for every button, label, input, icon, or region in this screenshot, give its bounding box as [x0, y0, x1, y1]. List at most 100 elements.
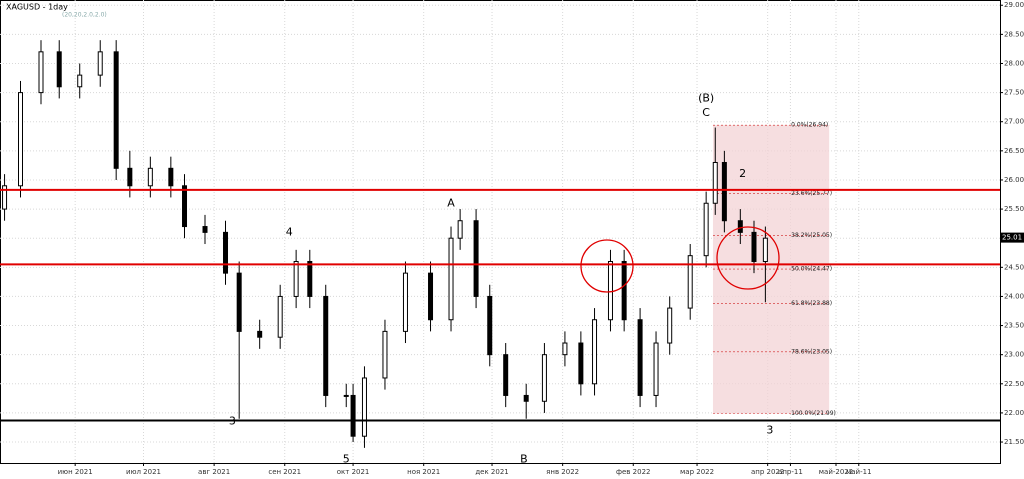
candle-body	[737, 220, 743, 233]
candle-body	[637, 319, 643, 396]
candle-body	[350, 394, 356, 437]
candle-body	[523, 394, 529, 402]
highlight-circle	[580, 239, 634, 293]
candle-body	[18, 92, 24, 187]
fib-label: 0.0%(26.94)	[791, 122, 828, 129]
x-tick-label: янв 2022	[546, 468, 579, 476]
candle-body	[77, 74, 83, 88]
x-tick-label: июл 2021	[126, 468, 161, 476]
candle-body	[703, 202, 709, 257]
highlight-circle	[716, 226, 780, 290]
chart-subtitle: (20,20,2.0,2.0)	[62, 12, 107, 19]
wave-label: 4	[286, 225, 293, 238]
candle-body	[751, 231, 757, 262]
plot-frame	[0, 0, 1001, 464]
y-tick-label: 26.50	[1004, 147, 1024, 155]
x-tick-label: фев 2022	[616, 468, 650, 476]
x-tick-label: ноя 2021	[407, 468, 440, 476]
x-tick-label: сен 2021	[268, 468, 301, 476]
x-tick-label: дек 2021	[475, 468, 508, 476]
candle-body	[457, 220, 463, 239]
candle-body	[473, 220, 479, 297]
candle-body	[361, 377, 367, 437]
candle-body	[307, 260, 313, 297]
wave-label: 2	[739, 167, 746, 180]
x-tick-label: июн 2021	[58, 468, 93, 476]
y-tick-label: 23.50	[1004, 322, 1024, 330]
candle-body	[762, 237, 768, 262]
y-tick-label: 24.00	[1004, 292, 1024, 300]
wave-label: 5	[343, 453, 350, 466]
candle-body	[168, 167, 174, 187]
candle-body	[592, 319, 598, 385]
price-tag	[1000, 232, 1024, 243]
candle-body	[323, 295, 329, 396]
candle-body	[182, 185, 188, 228]
x-tick-label: окт 2021	[337, 468, 370, 476]
candle-body	[223, 231, 229, 274]
fib-label: 38.2%(25.05)	[791, 232, 832, 239]
candle-body	[621, 260, 627, 321]
candle-body	[202, 226, 208, 233]
y-tick-label: 24.50	[1004, 263, 1024, 271]
chart-title: XAGUSD - 1day	[6, 3, 68, 12]
price-tag-label: 25.01	[1002, 234, 1022, 242]
y-tick-label: 29.00	[1004, 1, 1024, 9]
candle-body	[448, 237, 454, 321]
y-tick-label: 25.50	[1004, 205, 1024, 213]
candle-body	[127, 167, 133, 187]
candle-body	[97, 51, 103, 76]
wave-label: 3	[766, 423, 773, 436]
candle-body	[687, 255, 693, 309]
y-tick-label: 26.00	[1004, 176, 1024, 184]
candle-body	[236, 272, 242, 332]
candle-body	[721, 161, 727, 222]
wave-label: B	[520, 453, 528, 466]
candle-body	[2, 185, 8, 210]
candle-body	[277, 295, 283, 338]
candle-body	[428, 272, 434, 321]
wave-label: C	[702, 106, 710, 119]
x-tick-label: апр-11	[778, 468, 803, 476]
x-tick-label: мар 2022	[680, 468, 714, 476]
candle-body	[487, 295, 493, 356]
candle-body	[257, 330, 263, 338]
y-tick-label: 27.00	[1004, 118, 1024, 126]
y-tick-label: 21.50	[1004, 438, 1024, 446]
wave-label: (B)	[698, 91, 714, 104]
x-tick-label: авг 2021	[198, 468, 230, 476]
candle-body	[653, 342, 659, 396]
candle-body	[382, 330, 388, 379]
candle-body	[562, 342, 568, 356]
x-tick-label: апр 2022	[751, 468, 784, 476]
candle-body	[113, 51, 119, 169]
candle-body	[503, 354, 509, 396]
y-tick-label: 23.00	[1004, 351, 1024, 359]
y-tick-label: 27.50	[1004, 89, 1024, 97]
fib-label: 78.6%(23.05)	[791, 348, 832, 355]
y-tick-label: 22.50	[1004, 380, 1024, 388]
fib-label: 23.6%(25.77)	[791, 190, 832, 197]
grid	[0, 0, 1000, 463]
candle-body	[56, 51, 62, 88]
marks	[2, 40, 768, 448]
y-tick-label: 22.00	[1004, 409, 1024, 417]
candle-body	[667, 307, 673, 344]
candle-body	[343, 394, 349, 397]
x-tick-label: май-2022	[819, 468, 853, 476]
candle-body	[293, 260, 299, 297]
candle-body	[578, 342, 584, 385]
fib-label: 50.0%(24.47)	[791, 266, 832, 273]
candle-body	[147, 167, 153, 187]
candle-body	[712, 161, 718, 204]
y-tick-label: 28.00	[1004, 59, 1024, 67]
candle-body	[38, 51, 44, 94]
candle-body	[541, 354, 547, 402]
y-tick-label: 28.50	[1004, 30, 1024, 38]
wave-label: A	[447, 196, 455, 209]
x-tick-label: май-11	[846, 468, 872, 476]
candle-body	[402, 272, 408, 332]
fib-label: 100.0%(21.99)	[791, 410, 836, 417]
fib-label: 61.8%(23.88)	[791, 300, 832, 307]
